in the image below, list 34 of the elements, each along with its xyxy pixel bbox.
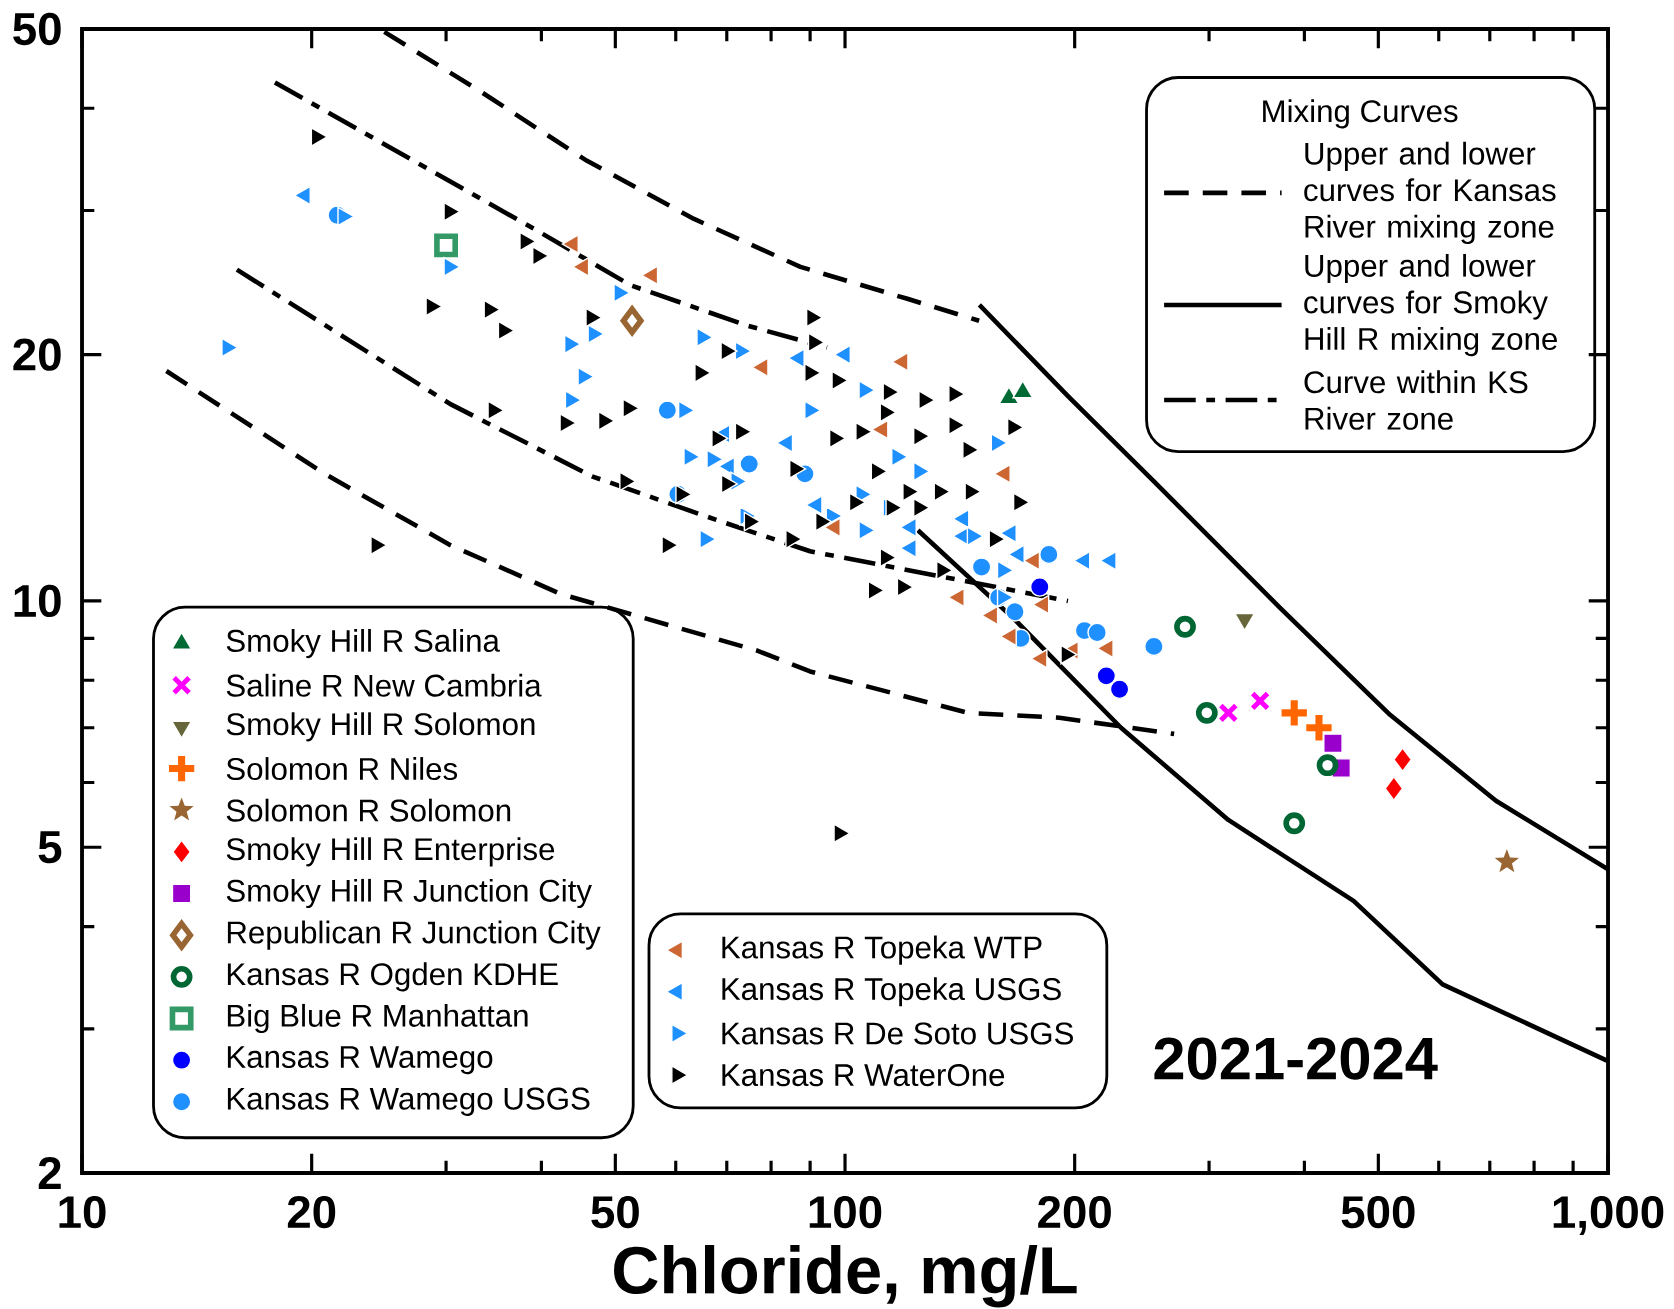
legend-label: Solomon R Niles <box>226 757 458 781</box>
annotation: 2021-2024 <box>1154 1037 1438 1080</box>
legend-label: Upper and lower curves for Kansas River mixing zone <box>1304 141 1556 245</box>
legend-label: Kansas R De Soto USGS <box>722 1022 1073 1045</box>
legend-label: Upper and lower curves for Smoky Hill R mixing zone <box>1304 253 1557 357</box>
x-axis-title: Chloride, mg/L <box>614 1244 1077 1308</box>
legend-label: Smoky Hill R Junction City <box>226 878 592 909</box>
y-tick-label: 10 <box>14 584 61 618</box>
y-tick-label: 50 <box>13 12 61 46</box>
x-tick-label: 50 <box>591 1195 639 1229</box>
legend-label: Curve within KS River zone <box>1304 370 1528 430</box>
legend-label: Kansas R Wamego USGS <box>227 1087 590 1116</box>
x-tick-label: 500 <box>1341 1195 1415 1229</box>
legend-label: Kansas R Topeka USGS <box>722 977 1061 1007</box>
y-tick-label: 20 <box>13 338 61 371</box>
x-tick-label: 20 <box>287 1195 336 1229</box>
legend-label: Smoky Hill R Solomon <box>226 712 535 742</box>
legend-label: Smoky Hill R Salina <box>226 629 500 659</box>
y-tick-label: 5 <box>38 831 62 864</box>
legend-label: Big Blue R Manhattan <box>227 1003 528 1034</box>
legend-label: Republican R Junction City <box>227 920 601 950</box>
legend-label: Kansas R Topeka WTP <box>722 935 1042 965</box>
legend-label: Kansas R Wamego <box>227 1046 493 1075</box>
legend-label: Kansas R WaterOne <box>722 1064 1005 1087</box>
x-tick-label: 200 <box>1038 1195 1111 1229</box>
legend-label: Saline R New Cambria <box>226 673 542 697</box>
legend-label: Kansas R Ogden KDHE <box>227 962 558 992</box>
x-tick-label: 10 <box>59 1195 106 1229</box>
x-tick-label: 100 <box>809 1195 882 1229</box>
legend-label: Solomon R Solomon <box>226 798 511 822</box>
legend-title: Mixing Curves <box>1263 99 1458 129</box>
x-tick-label: 1,000 <box>1553 1195 1664 1235</box>
legend-label: Smoky Hill R Enterprise <box>226 837 555 867</box>
y-tick-label: 2 <box>38 1157 61 1189</box>
